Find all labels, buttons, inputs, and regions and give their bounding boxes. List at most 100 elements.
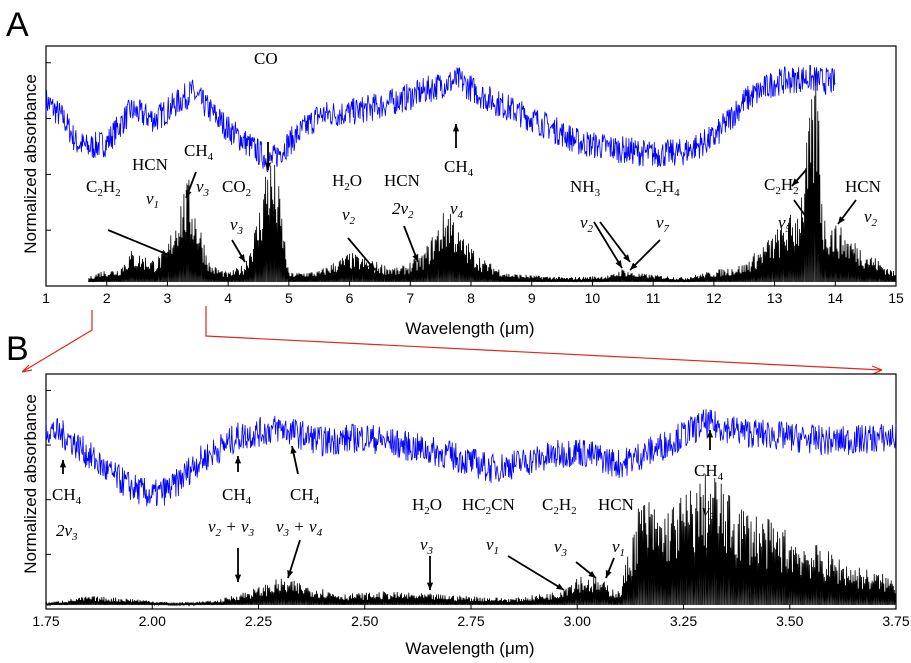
annotation-label: v2 (864, 207, 878, 229)
annotation-arrowhead (264, 162, 272, 170)
annotation-label: CH4 (52, 485, 82, 507)
x-tick-label: 11 (646, 290, 661, 306)
annotation-arrowhead (615, 260, 622, 268)
annotation-arrowhead (59, 460, 67, 468)
annotation-label: HCN (598, 495, 634, 514)
annotation-label: v3 (420, 535, 434, 557)
x-tick-label: 3.50 (776, 613, 803, 629)
annotation-label: CH4 (184, 141, 214, 163)
x-tick-label: 7 (406, 290, 414, 306)
annotation-label: v4 (450, 199, 464, 221)
x-tick-label: 1 (42, 290, 50, 306)
annotation-arrowhead (238, 254, 245, 262)
annotation-label: C2H2 (764, 175, 799, 197)
annotation-label: CO (254, 49, 278, 68)
annotation-label: CH4 (444, 157, 474, 179)
zoom-line-right (205, 306, 883, 371)
x-tick-label: 4 (224, 290, 232, 306)
annotation-arrowhead (588, 570, 596, 578)
annotation-label: H2O (332, 171, 362, 193)
annotation-arrowhead (168, 252, 176, 259)
zoom-line-left (21, 310, 93, 373)
x-tick-label: 3 (164, 290, 172, 306)
x-axis-title-a: Wavelength (μm) (405, 319, 534, 338)
x-tick-label: 3.75 (882, 613, 909, 629)
y-axis-ticks-a (46, 62, 51, 231)
annotation-label: 2v3 (56, 521, 78, 543)
zoom-arrow-left (21, 364, 33, 373)
annotation-label: v1 (146, 189, 159, 211)
annotation-label: v2 (580, 213, 594, 235)
annotation-arrowhead (706, 430, 714, 438)
x-tick-label: 12 (706, 290, 722, 306)
x-tick-label: 14 (827, 290, 843, 306)
zoom-arrow-right (871, 365, 883, 375)
annotation-label: CH4 (290, 485, 320, 507)
annotation-arrowhead (452, 124, 460, 132)
annotations-b: CH4 2v3 CH4 CH4 v2 + v3 v3 + v4 H2O v3 HC2CN v1 C2… (52, 430, 724, 591)
blue-trace-a (45, 64, 836, 173)
annotation-label: C2H2 (542, 495, 577, 517)
x-tick-label: 2.75 (457, 613, 484, 629)
x-tick-label: 8 (467, 290, 475, 306)
annotation-label: HCN (132, 155, 168, 174)
x-axis-title-b: Wavelength (μm) (405, 639, 534, 658)
x-tick-label: 2 (103, 290, 111, 306)
annotation-label: v3 (230, 215, 244, 237)
y-axis-title-a: Normalized absorbance (21, 74, 40, 254)
annotation-arrowhead (287, 570, 294, 578)
panel-label-a: A (6, 6, 29, 44)
annotation-arrow (593, 221, 623, 269)
annotation-arrow (107, 229, 177, 259)
annotation-arrowhead (605, 570, 612, 578)
annotation-label: v7 (656, 213, 670, 235)
x-tick-label: 6 (346, 290, 354, 306)
annotation-label: CO2 (222, 177, 251, 199)
annotation-arrowhead (807, 220, 814, 228)
annotation-arrowhead (556, 583, 564, 590)
annotation-arrowhead (630, 262, 638, 270)
annotation-arrowhead (234, 456, 242, 464)
x-axis-ticks-b: 1.75 2.00 2.25 2.50 2.75 3.00 3.25 3.50 3.75 (32, 604, 910, 629)
annotation-label: C2H4 (645, 177, 680, 199)
annotation-label: 2v2 (392, 199, 414, 221)
annotation-arrowhead (234, 574, 242, 582)
annotation-label: HC2CN (462, 495, 515, 517)
annotation-label: NH3 (570, 177, 601, 199)
annotation-arrowhead (367, 262, 375, 270)
annotation-arrow (507, 555, 565, 591)
annotation-label: CH4 (222, 485, 252, 507)
annotation-label: HCN (845, 177, 881, 196)
annotation-label: v3 (196, 177, 210, 199)
annotation-label: v3 (554, 537, 568, 559)
x-tick-label: 2.50 (351, 613, 378, 629)
annotation-arrow (599, 221, 631, 263)
x-tick-label: 5 (285, 290, 293, 306)
annotation-label: H2O (412, 495, 442, 517)
x-tick-label: 15 (888, 290, 904, 306)
y-axis-title-b: Normalized absorbance (21, 394, 40, 574)
annotation-arrowhead (412, 254, 419, 262)
blue-trace-b (45, 409, 897, 507)
y-axis-ticks-b (46, 389, 51, 555)
annotation-arrowhead (792, 178, 800, 186)
black-trace-b (45, 474, 897, 607)
annotation-label: v5 (778, 213, 792, 235)
black-trace-a (88, 74, 897, 283)
annotation-label: v1 (486, 535, 499, 557)
annotation-arrowhead (426, 582, 434, 590)
x-tick-label: 3.00 (564, 613, 591, 629)
annotation-label: v3 (702, 501, 716, 523)
x-tick-label: 1.75 (32, 613, 59, 629)
x-tick-label: 9 (528, 290, 536, 306)
x-axis-ticks-a: 1 2 3 4 5 6 7 8 9 10 11 12 13 14 15 (42, 281, 904, 306)
panel-label-b: B (6, 330, 29, 368)
annotation-label: v1 (612, 537, 625, 559)
annotation-label: CH4 (694, 461, 724, 483)
annotation-arrowhead (185, 190, 192, 198)
annotation-arrowhead (623, 254, 630, 262)
annotation-label: C2H2 (86, 177, 121, 199)
x-tick-label: 2.25 (245, 613, 272, 629)
x-tick-label: 13 (767, 290, 783, 306)
